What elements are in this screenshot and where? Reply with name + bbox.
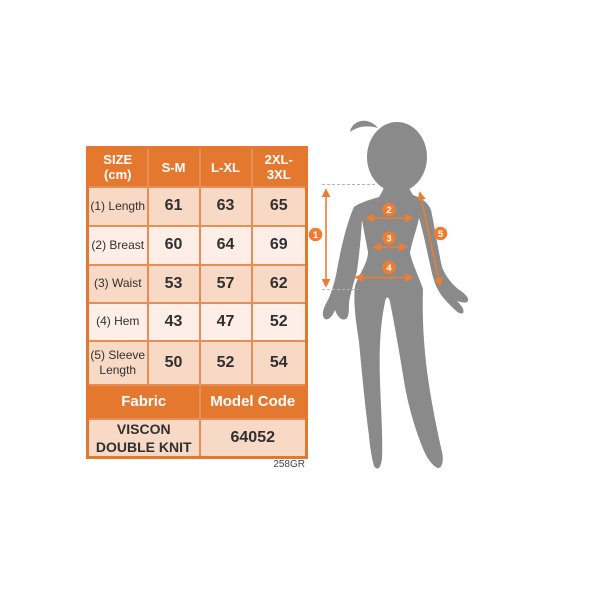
table-header-row: SIZE (cm) S-M L-XL 2XL- 3XL xyxy=(86,146,308,188)
column-header-size-cm: SIZE (cm) xyxy=(86,146,149,188)
model-code-value-cell: 64052 xyxy=(198,417,308,459)
measurement-figure: 1 2 3 4 5 xyxy=(300,110,495,490)
measurement-value: 50 xyxy=(146,339,201,386)
column-header-l-xl: L-XL xyxy=(198,146,253,188)
measurement-value: 64 xyxy=(198,224,253,266)
measurement-value: 60 xyxy=(146,224,201,266)
figure-svg: 1 2 3 4 5 xyxy=(308,120,469,469)
measurement-value: 57 xyxy=(198,263,253,304)
marker-label-3: 3 xyxy=(386,234,391,245)
measurement-value: 54 xyxy=(250,339,308,386)
table-row-waist: (3) Waist 53 57 62 xyxy=(86,263,308,304)
measurement-value: 69 xyxy=(250,224,308,266)
marker-label-5: 5 xyxy=(438,229,444,240)
marker-circle-5 xyxy=(433,226,448,241)
measurement-value: 63 xyxy=(198,185,253,227)
measurement-value: 43 xyxy=(146,301,201,342)
marker-circle-4 xyxy=(382,260,396,275)
measurement-value: 47 xyxy=(198,301,253,342)
measurement-value: 52 xyxy=(250,301,308,342)
size-chart-table: SIZE (cm) S-M L-XL 2XL- 3XL (1) Length 6… xyxy=(86,146,308,459)
model-code-header-cell: Model Code xyxy=(198,383,308,420)
hair-tuft xyxy=(350,120,378,132)
measurement-label: (2) Breast xyxy=(86,224,149,266)
fabric-value-cell: VISCON DOUBLE KNIT xyxy=(86,417,201,459)
marker-circle-1 xyxy=(308,227,323,242)
table-row-breast: (2) Breast 60 64 69 xyxy=(86,224,308,266)
column-header-2xl-3xl: 2XL- 3XL xyxy=(250,146,308,188)
info-header-row: Fabric Model Code xyxy=(86,383,308,420)
body-silhouette xyxy=(322,120,469,469)
measurement-value: 62 xyxy=(250,263,308,304)
table-row-length: (1) Length 61 63 65 xyxy=(86,185,308,227)
marker-label-1: 1 xyxy=(313,230,319,241)
column-header-s-m: S-M xyxy=(146,146,201,188)
marker-label-2: 2 xyxy=(386,205,391,216)
measurement-label: (3) Waist xyxy=(86,263,149,304)
measure-arrow-sleeve xyxy=(417,191,443,287)
measurement-value: 61 xyxy=(146,185,201,227)
measure-arrows xyxy=(321,188,443,288)
info-value-row: VISCON DOUBLE KNIT 64052 xyxy=(86,417,308,459)
marker-circle-2 xyxy=(382,202,396,217)
torso-limbs-shape xyxy=(322,177,469,469)
head-shape xyxy=(367,122,427,192)
measurement-value: 52 xyxy=(198,339,253,386)
marker-circle-3 xyxy=(382,231,396,245)
measurement-label: (4) Hem xyxy=(86,301,149,342)
fabric-header-cell: Fabric xyxy=(86,383,201,420)
measurement-label: (1) Length xyxy=(86,185,149,227)
table-row-sleeve-length: (5) Sleeve Length 50 52 54 xyxy=(86,339,308,386)
marker-circles: 1 2 3 4 5 xyxy=(308,202,448,275)
weight-note: 258GR xyxy=(273,459,305,470)
table-row-hem: (4) Hem 43 47 52 xyxy=(86,301,308,342)
measurement-value: 65 xyxy=(250,185,308,227)
measurement-value: 53 xyxy=(146,263,201,304)
measurement-label: (5) Sleeve Length xyxy=(86,339,149,386)
marker-label-4: 4 xyxy=(386,263,392,274)
